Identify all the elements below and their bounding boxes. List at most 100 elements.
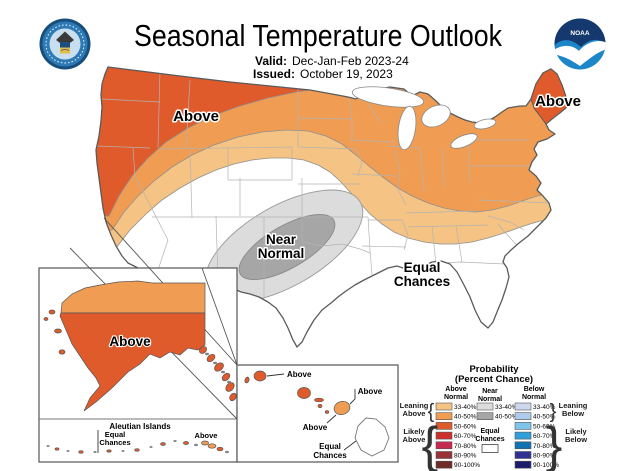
above-swatch-6	[435, 451, 453, 459]
hawaii-equal-label: Equal	[319, 442, 341, 451]
leaning-below-brace: }	[550, 401, 557, 423]
hawaii-pointer-lines	[266, 373, 357, 451]
near-swatch-2	[476, 412, 494, 421]
big-island	[354, 417, 390, 457]
near-normal-inner-ellipse	[238, 213, 336, 281]
legend-chances-label: Chances	[475, 436, 504, 443]
hawaii-inset: Above Above Above Equal Chances	[244, 369, 390, 460]
noaa-logo-icon: NOAA	[554, 18, 606, 70]
issued-line: Issued: October 19, 2023	[253, 67, 393, 81]
maine-above-region	[530, 68, 569, 125]
legend-equal-label: Equal	[480, 428, 499, 435]
lanai-island	[317, 403, 323, 409]
above-swatch-5	[435, 441, 453, 450]
near-normal-header2: Normal	[478, 396, 502, 403]
below-range-3: 50-60%	[533, 423, 556, 430]
equal-chances-label: Equal	[404, 260, 441, 275]
maine-above-label: Above	[535, 93, 581, 110]
noaa-logo-text: NOAA	[570, 30, 589, 37]
state-borders	[96, 69, 552, 297]
below-swatch-1	[514, 402, 532, 411]
above-range-7: 90-100%	[454, 462, 480, 469]
below-range-5: 70-80%	[533, 443, 556, 450]
near-normal-label: Near	[266, 232, 297, 247]
below-normal-header2: Normal	[522, 394, 546, 401]
leaning-below-label2: Below	[562, 409, 584, 418]
maui-above-label: Above	[358, 387, 383, 396]
oahu-island	[297, 387, 311, 399]
leaning-above-brace: {	[428, 401, 435, 423]
maui-island	[333, 401, 351, 415]
likely-above-label: Likely	[403, 427, 425, 436]
lake-ontario	[473, 118, 497, 130]
hawaii-chances-label: Chances	[313, 451, 347, 460]
likely-below-label2: Below	[565, 435, 587, 444]
kahoolawe-island	[324, 410, 330, 414]
aleutian-chances-label: Chances	[99, 438, 130, 447]
kauai-island	[253, 370, 267, 382]
above-range-1: 33-40%	[454, 404, 477, 411]
aleutian-above-label: Above	[195, 431, 218, 440]
below-swatch-4	[514, 431, 532, 440]
legend-subtitle: (Percent Chance)	[455, 374, 533, 385]
above-50-60-band	[96, 67, 316, 217]
likely-above-label2: Above	[403, 435, 426, 444]
leaning-above-label2: Above	[403, 409, 426, 418]
above-swatch-2	[435, 412, 453, 421]
below-normal-header: Below	[524, 386, 545, 393]
near-range-1: 33-40%	[495, 404, 518, 411]
commerce-seal-icon	[39, 18, 91, 70]
above-swatch-4	[435, 431, 453, 440]
map-labels: Above Above Near Normal Equal Chances	[172, 92, 583, 291]
equal-chances-label2: Chances	[394, 274, 450, 289]
northwest-above-label: Above	[173, 108, 219, 125]
below-swatch-3	[514, 422, 532, 430]
above-swatch-3	[435, 422, 453, 430]
aleutian-island-chain	[46, 440, 229, 454]
maui-above-lower-label: Above	[303, 423, 328, 432]
above-swatch-1	[435, 402, 453, 411]
molokai-island	[314, 397, 324, 403]
great-lakes	[351, 86, 497, 151]
below-range-4: 60-70%	[533, 433, 556, 440]
below-swatch-2	[514, 412, 532, 421]
lake-michigan	[397, 105, 417, 151]
lake-huron	[421, 104, 451, 128]
near-swatch-1	[476, 402, 494, 411]
below-range-2: 40-50%	[533, 414, 556, 421]
valid-line: Valid: Dec-Jan-Feb 2023-24	[255, 54, 409, 68]
legend-title: Probability	[469, 364, 519, 375]
above-range-5: 70-80%	[454, 443, 477, 450]
lake-superior	[351, 86, 425, 108]
leaning-below-label: Leaning	[559, 401, 588, 410]
likely-below-brace: }	[546, 417, 563, 471]
below-range-6: 80-90%	[533, 453, 556, 460]
header: Seasonal Temperature Outlook Valid: Dec-J…	[39, 18, 606, 81]
near-range-2: 40-50%	[495, 414, 518, 421]
equal-chances-swatch	[481, 444, 499, 453]
aleutian-islands-label: Aleutian Islands	[109, 422, 171, 431]
lake-erie	[450, 133, 478, 149]
above-range-2: 40-50%	[454, 414, 477, 421]
page-title: Seasonal Temperature Outlook	[134, 18, 502, 53]
below-range-1: 33-40%	[533, 404, 556, 411]
above-range-3: 50-60%	[454, 423, 477, 430]
kauai-above-label: Above	[287, 370, 312, 379]
alaska-above-label: Above	[109, 334, 151, 349]
below-swatch-6	[514, 451, 532, 459]
above-swatch-7	[435, 460, 453, 469]
alaska-panhandle-islands	[199, 346, 237, 402]
alaska-west-islands	[43, 309, 66, 355]
near-normal-header: Near	[482, 388, 498, 395]
below-swatch-5	[514, 441, 532, 450]
niihau-island	[244, 376, 250, 384]
leaning-above-label: Leaning	[400, 401, 429, 410]
below-range-7: 90-100%	[533, 462, 559, 469]
likely-above-brace: {	[422, 417, 439, 471]
above-range-6: 80-90%	[454, 453, 477, 460]
above-normal-header2: Normal	[444, 394, 468, 401]
alaska-inset: Above Aleutian Islands Equal Chances Abo…	[43, 280, 237, 454]
aleutian-equal-label: Equal	[105, 430, 125, 439]
likely-below-label: Likely	[565, 427, 587, 436]
